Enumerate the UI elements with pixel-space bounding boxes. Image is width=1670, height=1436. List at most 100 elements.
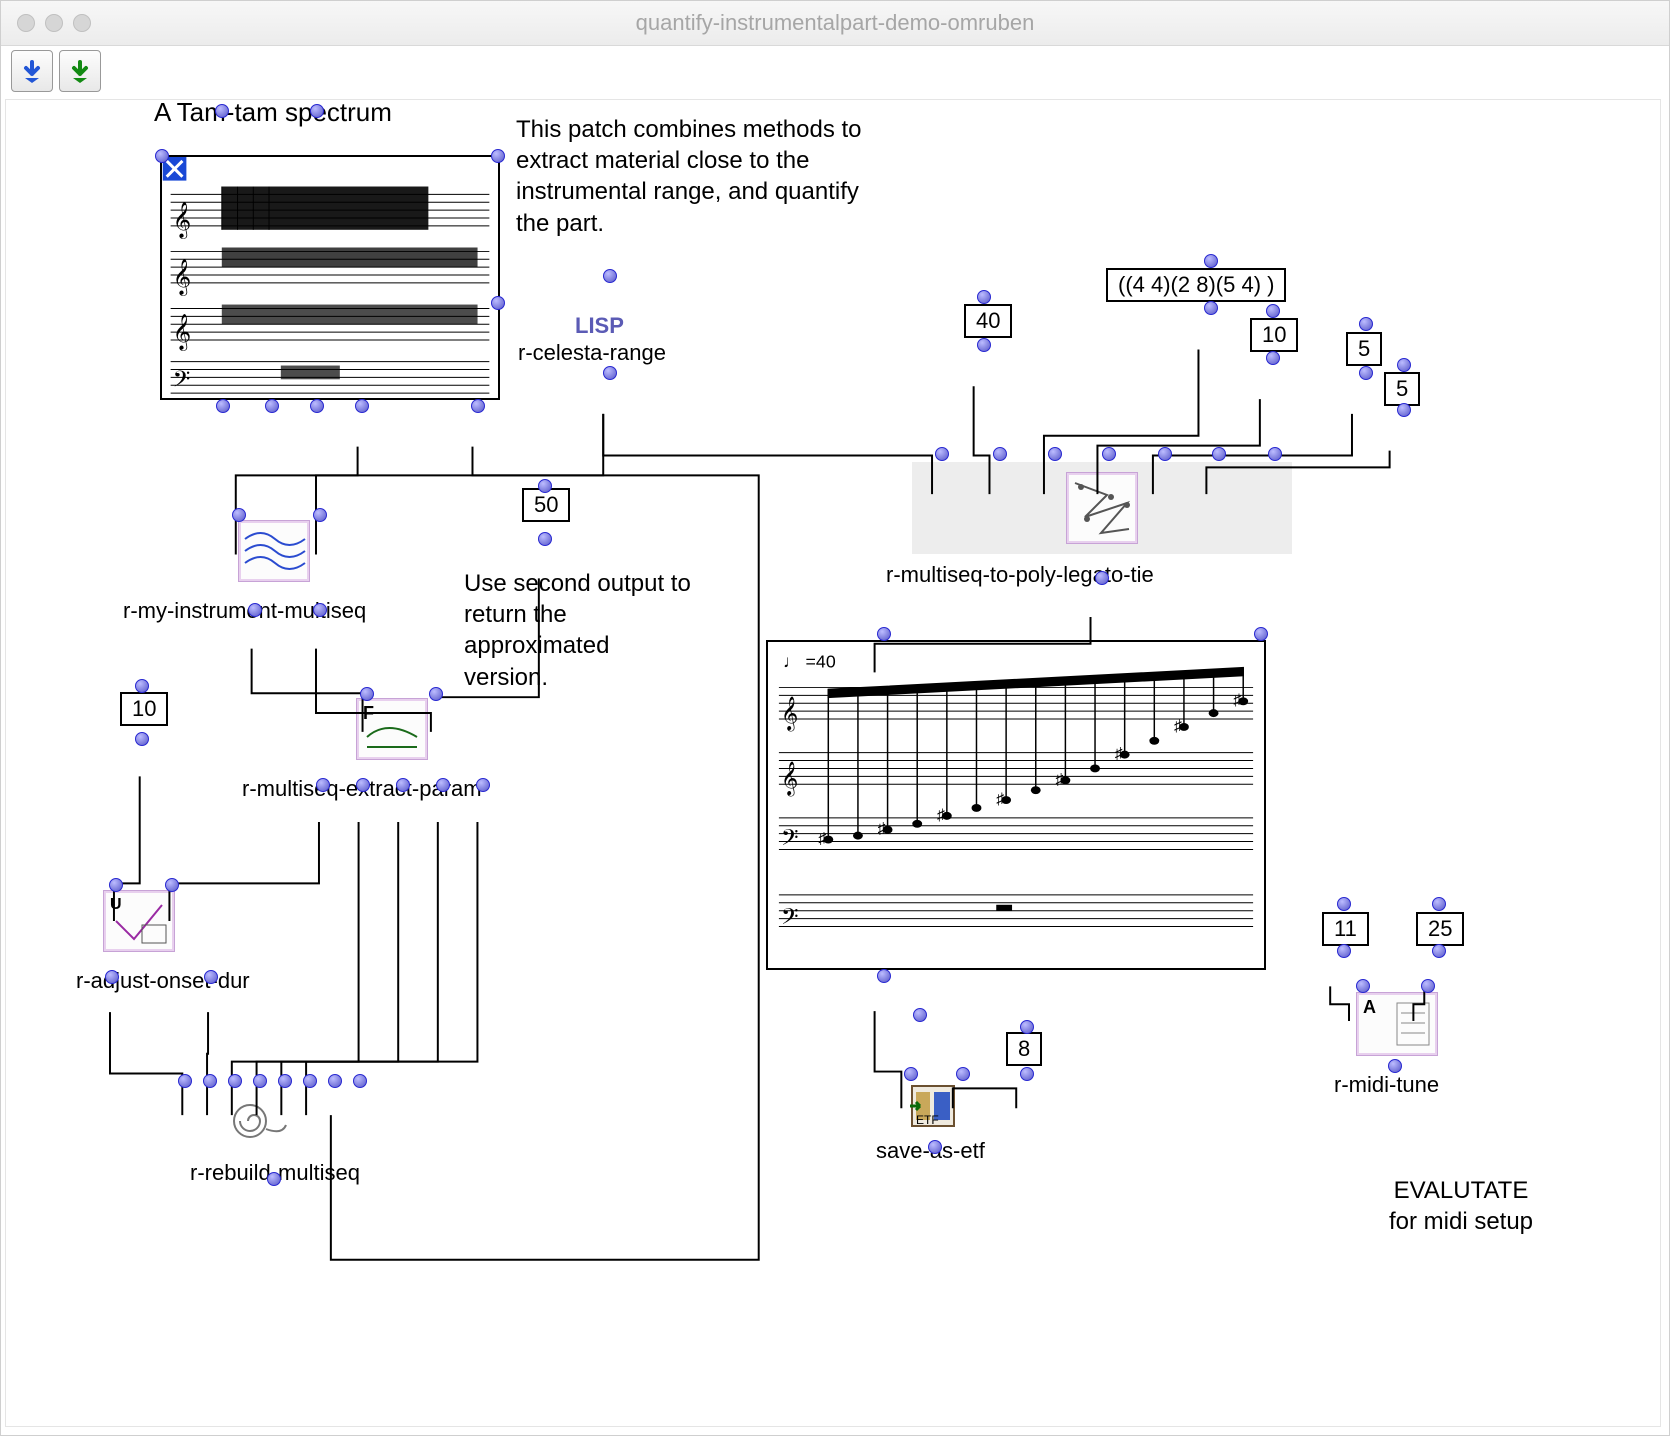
number-box-25[interactable]: 25 [1416,912,1464,946]
port[interactable] [303,1074,317,1088]
port[interactable] [313,508,327,522]
port[interactable] [1359,317,1373,331]
patch-midi-tune[interactable]: A [1356,992,1438,1056]
port[interactable] [1020,1067,1034,1081]
port[interactable] [1102,447,1116,461]
number-box-8[interactable]: 8 [1006,1032,1042,1066]
minimize-window-icon[interactable] [45,14,63,32]
port[interactable] [135,679,149,693]
port[interactable] [935,447,949,461]
patch-canvas[interactable]: A Tam-tam spectrum This patch combines m… [5,99,1661,1427]
port[interactable] [1266,304,1280,318]
close-window-icon[interactable] [17,14,35,32]
port[interactable] [215,104,229,118]
port[interactable] [178,1074,192,1088]
port[interactable] [913,1008,927,1022]
number-box-10-right[interactable]: 10 [1250,318,1298,352]
port[interactable] [538,532,552,546]
port[interactable] [1020,1020,1034,1034]
port[interactable] [471,399,485,413]
port[interactable] [165,878,179,892]
port[interactable] [135,732,149,746]
port[interactable] [267,1172,281,1186]
chord-seq-spectrum[interactable]: 𝄞 𝄞 𝄞 𝄢 [160,155,500,400]
port[interactable] [204,970,218,984]
port[interactable] [1158,447,1172,461]
port[interactable] [356,778,370,792]
number-box-5-a[interactable]: 5 [1346,332,1382,366]
port[interactable] [216,399,230,413]
eval-all-button[interactable] [59,50,101,92]
port[interactable] [310,399,324,413]
port[interactable] [603,366,617,380]
poly-score-view[interactable]: ♩ =40 𝄞 𝄞 𝄢 𝄢 [766,640,1266,970]
port[interactable] [977,338,991,352]
number-box-5-b[interactable]: 5 [1384,372,1420,406]
port[interactable] [1266,351,1280,365]
number-box-10-left[interactable]: 10 [120,692,168,726]
port[interactable] [396,778,410,792]
port[interactable] [476,778,490,792]
patch-extract-param[interactable]: F [356,698,428,760]
eval-button[interactable] [11,50,53,92]
port[interactable] [1388,1059,1402,1073]
port[interactable] [1432,944,1446,958]
port[interactable] [265,399,279,413]
port[interactable] [253,1074,267,1088]
port[interactable] [109,878,123,892]
port[interactable] [1359,366,1373,380]
port[interactable] [538,479,552,493]
port[interactable] [310,104,324,118]
port[interactable] [1212,447,1226,461]
zoom-window-icon[interactable] [73,14,91,32]
number-box-50[interactable]: 50 [522,488,570,522]
number-box-11[interactable]: 11 [1322,912,1369,946]
lisp-box-label[interactable]: r-celesta-range [518,340,666,366]
port[interactable] [155,149,169,163]
port[interactable] [603,269,617,283]
port[interactable] [429,687,443,701]
port[interactable] [278,1074,292,1088]
port[interactable] [1204,301,1218,315]
port[interactable] [956,1067,970,1081]
port[interactable] [203,1074,217,1088]
port[interactable] [928,1140,942,1154]
port[interactable] [877,969,891,983]
patch-adjust-onset-dur[interactable]: U [103,890,175,952]
patch-my-instrument-multiseq[interactable] [238,520,310,582]
port[interactable] [228,1074,242,1088]
port[interactable] [313,603,327,617]
port[interactable] [1421,979,1435,993]
port[interactable] [355,399,369,413]
port[interactable] [1204,254,1218,268]
port[interactable] [977,290,991,304]
port[interactable] [1397,358,1411,372]
port[interactable] [1397,403,1411,417]
port[interactable] [1337,944,1351,958]
patch-quantize[interactable] [1066,472,1138,544]
patch-rebuild-multiseq[interactable] [214,1095,294,1145]
port[interactable] [1337,897,1351,911]
port[interactable] [1432,897,1446,911]
port[interactable] [1254,627,1268,641]
port[interactable] [248,603,262,617]
port[interactable] [1095,571,1109,585]
list-box-timesigs[interactable]: ((4 4)(2 8)(5 4) ) [1106,268,1286,302]
port[interactable] [105,970,119,984]
port[interactable] [877,627,891,641]
port[interactable] [1048,447,1062,461]
port[interactable] [328,1074,342,1088]
port[interactable] [491,296,505,310]
port[interactable] [1268,447,1282,461]
port[interactable] [993,447,1007,461]
port[interactable] [360,687,374,701]
patch-save-as-etf[interactable]: ETF [910,1084,956,1128]
port[interactable] [232,508,246,522]
port[interactable] [491,149,505,163]
port[interactable] [1356,979,1370,993]
port[interactable] [353,1074,367,1088]
number-box-40[interactable]: 40 [964,304,1012,338]
port[interactable] [436,778,450,792]
port[interactable] [316,778,330,792]
port[interactable] [904,1067,918,1081]
